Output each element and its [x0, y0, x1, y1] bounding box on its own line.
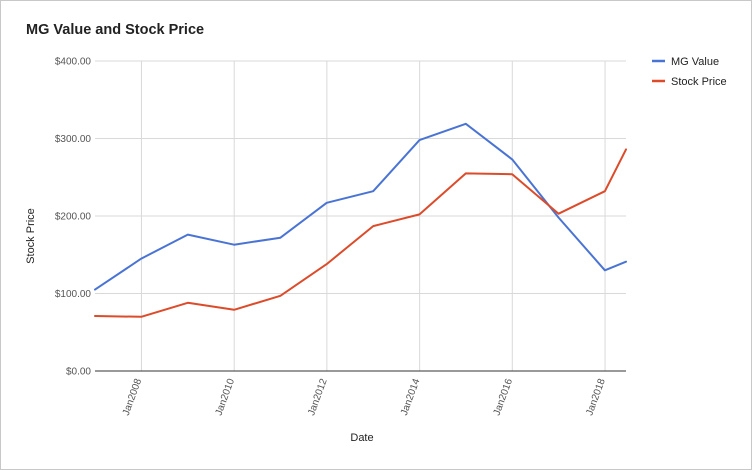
chart-title: MG Value and Stock Price — [26, 22, 205, 38]
x-tick-label: Jan2014 — [399, 377, 423, 417]
y-tick-label: $100.00 — [55, 289, 92, 300]
x-tick-label: Jan2010 — [214, 377, 238, 417]
series-lines — [94, 122, 627, 318]
series-line-stock-price — [94, 148, 627, 318]
y-tick-label: $400.00 — [55, 57, 92, 68]
legend-label: Stock Price — [671, 76, 727, 88]
y-tick-label: $200.00 — [55, 212, 92, 223]
grid-lines — [95, 60, 626, 372]
y-tick-label: $0.00 — [66, 367, 91, 378]
x-axis-ticks: Jan2008 Jan2010 Jan2012 Jan2014 Jan2016 Jan20… — [121, 377, 608, 417]
y-axis-ticks: $0.00 $100.00 $200.00 $300.00 $400.00 — [55, 57, 92, 378]
y-axis-label: Stock Price — [25, 208, 37, 264]
x-tick-label: Jan2012 — [306, 377, 330, 417]
legend-label: MG Value — [671, 56, 719, 68]
series-line-mg-value — [94, 122, 627, 291]
x-tick-label: Jan2008 — [121, 377, 145, 417]
x-tick-label: Jan2016 — [492, 377, 516, 417]
x-axis-label: Date — [350, 432, 373, 444]
legend: MG Value Stock Price — [652, 56, 727, 88]
y-tick-label: $300.00 — [55, 134, 92, 145]
x-tick-label: Jan2018 — [584, 377, 608, 417]
